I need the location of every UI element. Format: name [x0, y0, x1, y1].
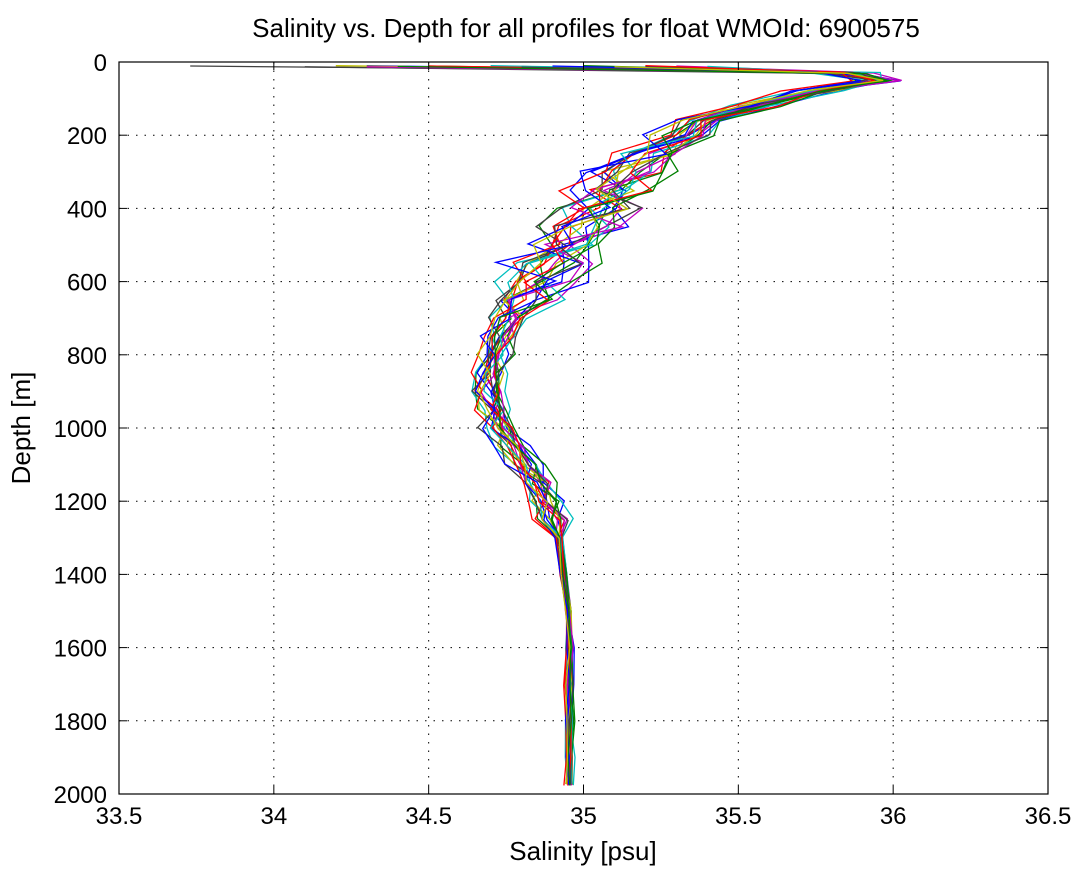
- x-axis-ticks: 33.5 34 34.5 35 35.5 36 36.5: [96, 62, 1072, 830]
- chart-title: Salinity vs. Depth for all profiles for …: [252, 13, 920, 43]
- x-tick-label: 35.5: [715, 803, 762, 830]
- x-tick-label: 33.5: [96, 803, 143, 830]
- x-tick-label: 34: [260, 803, 287, 830]
- y-tick-label: 200: [67, 123, 107, 150]
- y-tick-label: 1600: [54, 636, 107, 663]
- x-tick-label: 34.5: [405, 803, 452, 830]
- y-tick-label: 1400: [54, 562, 107, 589]
- y-tick-label: 400: [67, 196, 107, 223]
- profile-line: [492, 66, 878, 785]
- y-axis-label: Depth [m]: [6, 372, 36, 485]
- x-axis-label: Salinity [psu]: [509, 836, 656, 866]
- y-tick-label: 1000: [54, 416, 107, 443]
- x-tick-label: 35: [570, 803, 597, 830]
- profile-line: [476, 66, 884, 785]
- x-tick-label: 36.5: [1025, 803, 1072, 830]
- profile-line: [494, 65, 888, 785]
- y-tick-label: 1800: [54, 709, 107, 736]
- grid-lines: [119, 62, 1048, 794]
- x-tick-label: 36: [880, 803, 907, 830]
- y-tick-label: 0: [94, 50, 107, 77]
- y-tick-label: 1200: [54, 489, 107, 516]
- y-tick-label: 600: [67, 270, 107, 297]
- y-axis-ticks: 0 200 400 600 800 1000 1200 1400 1600 1800 2000: [54, 50, 1048, 809]
- y-tick-label: 800: [67, 343, 107, 370]
- profile-line: [397, 65, 888, 786]
- profile-lines: [190, 65, 902, 786]
- y-tick-label: 2000: [54, 782, 107, 809]
